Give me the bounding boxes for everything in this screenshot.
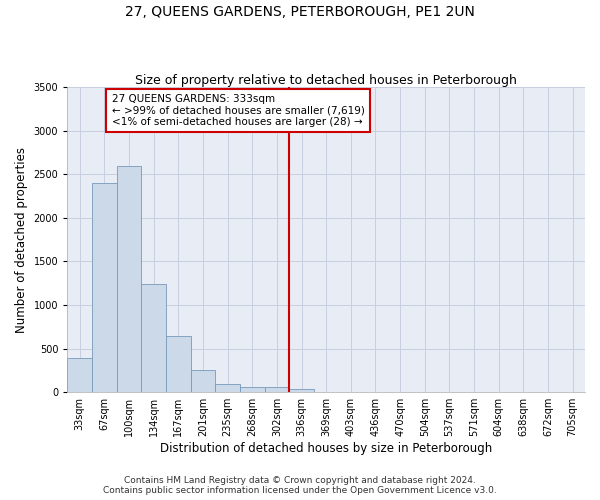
X-axis label: Distribution of detached houses by size in Peterborough: Distribution of detached houses by size … [160, 442, 492, 455]
Bar [92, 183, 116, 392]
Bar [240, 388, 265, 392]
Bar [141, 284, 166, 392]
Bar [289, 389, 314, 392]
Text: 27, QUEENS GARDENS, PETERBOROUGH, PE1 2UN: 27, QUEENS GARDENS, PETERBOROUGH, PE1 2U… [125, 5, 475, 19]
Bar [191, 370, 215, 392]
Bar [116, 166, 141, 392]
Bar [67, 358, 92, 392]
Text: 27 QUEENS GARDENS: 333sqm
← >99% of detached houses are smaller (7,619)
<1% of s: 27 QUEENS GARDENS: 333sqm ← >99% of deta… [112, 94, 365, 127]
Bar [166, 336, 191, 392]
Text: Contains HM Land Registry data © Crown copyright and database right 2024.
Contai: Contains HM Land Registry data © Crown c… [103, 476, 497, 495]
Title: Size of property relative to detached houses in Peterborough: Size of property relative to detached ho… [135, 74, 517, 87]
Bar [265, 388, 289, 392]
Bar [215, 384, 240, 392]
Y-axis label: Number of detached properties: Number of detached properties [15, 146, 28, 332]
